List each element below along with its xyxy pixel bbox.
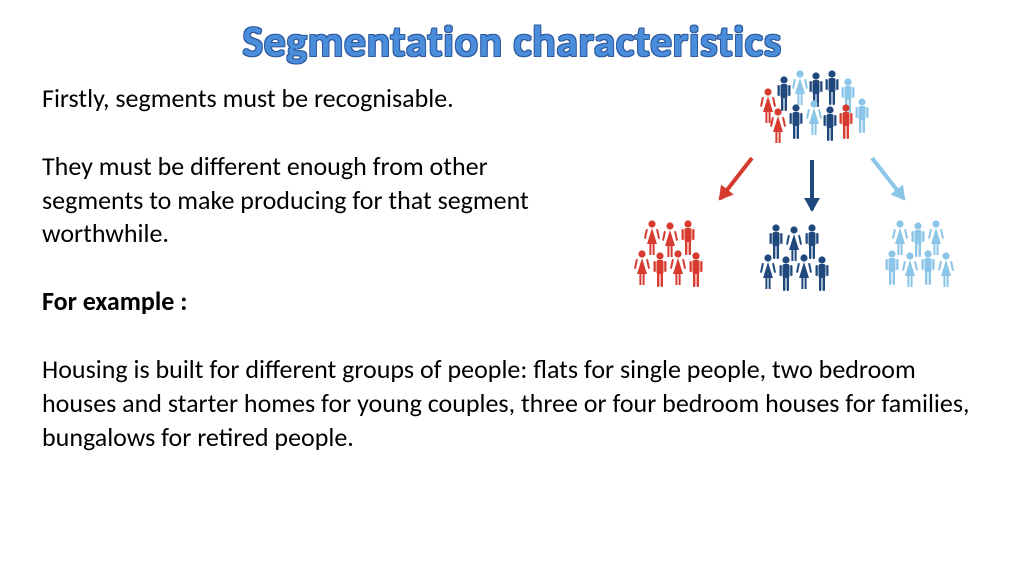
person-icon [670,250,686,286]
arrow-icon [810,160,814,210]
para-3: Housing is built for different groups of… [42,353,982,454]
person-icon [854,98,870,134]
arrow-icon [718,157,753,200]
person-icon [938,252,954,288]
arrow-icon [870,157,905,200]
person-icon [778,256,794,292]
person-icon [920,250,936,286]
person-icon [770,108,786,144]
person-icon [838,104,854,140]
person-icon [688,252,704,288]
segmentation-diagram [620,70,980,320]
person-icon [796,254,812,290]
person-icon [902,252,918,288]
page-title: Segmentation characteristics [0,0,1024,68]
para-2: They must be different enough from other… [42,150,562,251]
person-icon [760,254,776,290]
person-icon [884,250,900,286]
person-icon [652,252,668,288]
person-icon [824,70,840,106]
person-icon [806,100,822,136]
person-icon [822,106,838,142]
person-icon [814,256,830,292]
person-icon [634,250,650,286]
person-icon [788,104,804,140]
